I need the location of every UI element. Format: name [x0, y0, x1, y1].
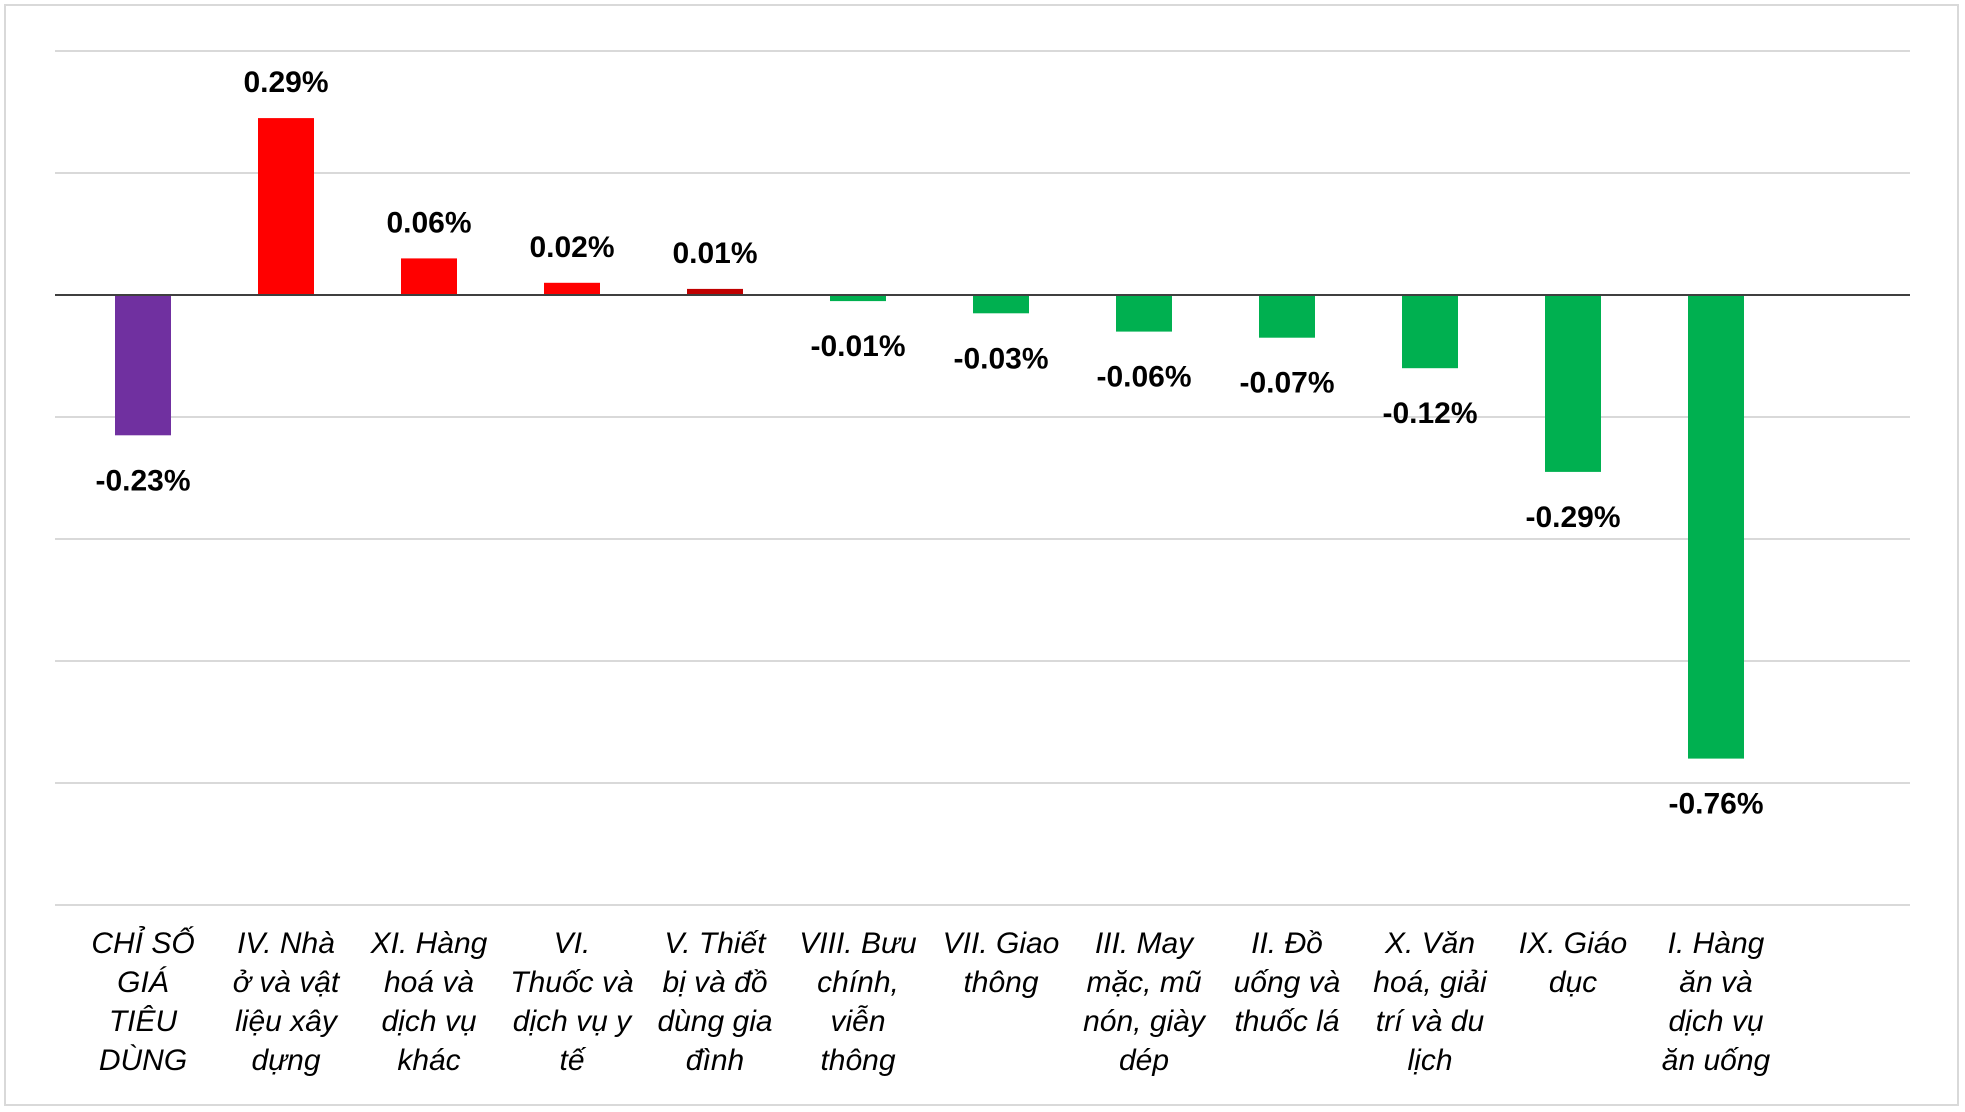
bar-6	[830, 295, 886, 302]
category-label-11: IX. Giáo dục	[1502, 924, 1644, 1002]
data-label-4: 0.02%	[529, 231, 614, 264]
category-label-line: dùng gia	[657, 1005, 773, 1038]
category-label-8: III. May mặc, mũ nón, giày dép	[1073, 924, 1215, 1080]
data-label-8: -0.06%	[1096, 361, 1191, 394]
category-label-10: X. Văn hoá, giải trí và du lịch	[1359, 924, 1501, 1080]
category-label-line: VII. Giao	[942, 927, 1060, 960]
chart-frame	[4, 4, 1959, 1106]
data-label-12: -0.76%	[1668, 788, 1763, 821]
category-label-line: liệu xây	[235, 1005, 337, 1038]
category-label-line: VI.	[553, 927, 591, 960]
category-label-line: III. May	[1094, 927, 1194, 960]
category-label-line: khác	[397, 1044, 461, 1077]
data-label-11: -0.29%	[1525, 501, 1620, 534]
category-label-line: mặc, mũ	[1086, 966, 1202, 999]
category-label-line: dục	[1548, 966, 1598, 999]
category-label-line: TIÊU	[108, 1005, 178, 1038]
bar-10	[1402, 295, 1458, 369]
bar-11	[1545, 295, 1601, 472]
category-label-line: IV. Nhà	[237, 927, 335, 960]
category-label-line: chính,	[817, 966, 899, 999]
category-label-line: thông	[820, 1044, 896, 1077]
category-label-line: IX. Giáo	[1518, 927, 1628, 960]
category-label-7: VII. Giao thông	[930, 924, 1072, 1002]
category-label-3: XI. Hàng hoá và dịch vụ khác	[358, 924, 500, 1080]
data-label-6: -0.01%	[810, 330, 905, 363]
category-label-line: CHỈ SỐ	[91, 927, 195, 960]
category-label-line: X. Văn	[1384, 927, 1476, 960]
category-label-line: dép	[1118, 1044, 1170, 1077]
data-label-3: 0.06%	[386, 206, 471, 239]
category-label-12: I. Hàng ăn và dịch vụ ăn uống	[1645, 924, 1787, 1080]
category-label-line: V. Thiết	[664, 927, 766, 960]
bar-5	[687, 288, 743, 295]
bar-8	[1116, 295, 1172, 332]
category-label-line: VIII. Bưu	[799, 927, 917, 960]
category-label-line: dịch vụ y	[512, 1005, 632, 1038]
category-label-line: trí và du	[1375, 1005, 1485, 1038]
category-label-line: dịch vụ	[381, 1005, 477, 1038]
bar-3	[401, 258, 457, 295]
category-label-line: viễn	[830, 1005, 886, 1038]
category-label-1: CHỈ SỐ GIÁ TIÊU DÙNG	[72, 924, 214, 1080]
bar-4	[544, 282, 600, 295]
data-label-10: -0.12%	[1382, 397, 1477, 430]
category-label-line: hoá, giải	[1373, 966, 1487, 999]
category-label-line: GIÁ	[117, 966, 169, 999]
bars	[115, 118, 1744, 759]
data-label-2: 0.29%	[243, 66, 328, 99]
category-label-line: dựng	[251, 1044, 321, 1077]
data-label-5: 0.01%	[672, 237, 757, 270]
bar-1	[115, 295, 171, 436]
bar-12	[1688, 295, 1744, 759]
category-label-line: ăn và	[1679, 966, 1753, 999]
data-label-9: -0.07%	[1239, 367, 1334, 400]
category-label-line: lịch	[1407, 1044, 1453, 1077]
category-label-4: VI. Thuốc và dịch vụ y tế	[501, 924, 643, 1080]
category-label-line: ở và vật	[232, 966, 340, 999]
category-label-line: II. Đồ	[1251, 927, 1323, 960]
category-label-line: dịch vụ	[1668, 1005, 1764, 1038]
category-label-line: nón, giày	[1083, 1005, 1205, 1038]
category-label-line: ăn uống	[1661, 1044, 1771, 1077]
bar-9	[1259, 295, 1315, 338]
category-label-line: uống và	[1233, 966, 1341, 999]
category-label-line: thuốc lá	[1234, 1005, 1340, 1038]
bar-7	[973, 295, 1029, 314]
gridlines	[55, 50, 1910, 906]
data-label-1: -0.23%	[95, 464, 190, 497]
category-label-line: thông	[963, 966, 1039, 999]
category-label-2: IV. Nhà ở và vật liệu xây dựng	[215, 924, 357, 1080]
category-label-line: Thuốc và	[510, 966, 634, 999]
category-label-9: II. Đồ uống và thuốc lá	[1216, 924, 1358, 1041]
data-labels: -0.23% 0.29% 0.06% 0.02% 0.01% -0.01% -0.03% -0…	[95, 66, 1763, 821]
category-label-line: I. Hàng	[1667, 927, 1765, 960]
category-label-line: hoá và	[383, 966, 475, 999]
category-label-line: tế	[559, 1044, 585, 1077]
category-label-line: bị và đồ	[662, 966, 768, 999]
category-label-6: VIII. Bưu chính, viễn thông	[787, 924, 929, 1080]
category-label-line: DÙNG	[98, 1044, 188, 1077]
data-label-7: -0.03%	[953, 342, 1048, 375]
bar-2	[258, 118, 314, 295]
category-label-line: đình	[685, 1044, 745, 1077]
category-label-5: V. Thiết bị và đồ dùng gia đình	[644, 924, 786, 1080]
category-label-line: XI. Hàng	[370, 927, 488, 960]
